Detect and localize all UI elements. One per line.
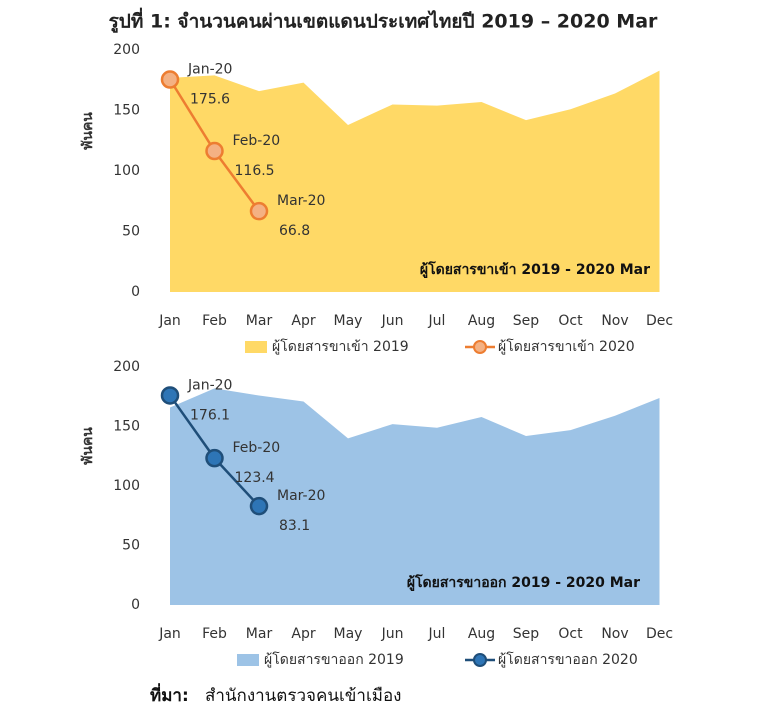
x-tick-label: Jun <box>381 313 404 329</box>
legend-label: ผู้โดยสารขาเข้า 2020 <box>498 338 635 355</box>
point-label: Mar-20 <box>277 193 325 209</box>
legend-marker <box>473 653 487 667</box>
y-tick-label: 200 <box>113 42 140 58</box>
x-tick-label: Feb <box>202 626 227 642</box>
x-tick-label: Aug <box>468 313 495 329</box>
point-label: Jan-20 <box>187 62 232 78</box>
y-tick-label: 200 <box>113 359 140 375</box>
data-label: 123.4 <box>235 470 275 486</box>
point-label: Jan-20 <box>187 377 232 393</box>
x-tick-label: Oct <box>558 626 583 642</box>
data-label: 176.1 <box>190 407 230 423</box>
x-tick-label: Nov <box>601 626 628 642</box>
y-axis-label: พันคน <box>80 112 96 150</box>
x-tick-label: Oct <box>558 313 583 329</box>
legend-swatch <box>237 654 259 666</box>
annotation: ผู้โดยสารขาออก 2019 - 2020 Mar <box>407 573 640 591</box>
x-tick-label: Mar <box>246 313 273 329</box>
data-label: 66.8 <box>279 223 310 239</box>
x-tick-label: Jun <box>381 626 404 642</box>
marker <box>160 386 180 405</box>
page-title: รูปที่ 1: จำนวนคนผ่านเขตแดนประเทศไทยปี 2… <box>109 8 658 34</box>
x-tick-label: Dec <box>646 626 673 642</box>
legend-label: ผู้โดยสารขาเข้า 2019 <box>272 338 409 355</box>
marker <box>205 141 224 161</box>
data-label: 175.6 <box>190 92 230 108</box>
source: สำนักงานตรวจคนเข้าเมือง <box>205 686 401 706</box>
x-tick-label: Aug <box>468 626 495 642</box>
y-tick-label: 150 <box>113 419 140 435</box>
y-tick-label: 50 <box>122 224 140 240</box>
y-tick-label: 150 <box>113 103 140 119</box>
data-label: 83.1 <box>279 518 310 534</box>
marker <box>160 70 180 89</box>
marker <box>249 496 269 516</box>
legend-label: ผู้โดยสารขาออก 2020 <box>498 651 638 668</box>
y-tick-label: 100 <box>113 478 140 494</box>
area <box>170 70 660 292</box>
x-tick-label: Jan <box>158 313 181 329</box>
x-tick-label: Apr <box>291 313 315 329</box>
x-tick-label: Jul <box>428 626 446 642</box>
legend-marker <box>473 340 487 354</box>
marker <box>205 448 224 468</box>
legend-label: ผู้โดยสารขาออก 2019 <box>264 651 404 668</box>
x-tick-label: Apr <box>291 626 315 642</box>
x-tick-label: Nov <box>601 313 628 329</box>
data-label: 116.5 <box>235 163 275 179</box>
point-label: Feb-20 <box>233 133 281 149</box>
y-tick-label: 50 <box>122 538 140 554</box>
point-label: Mar-20 <box>277 488 325 504</box>
point-label: Feb-20 <box>233 440 281 456</box>
x-tick-label: Feb <box>202 313 227 329</box>
x-tick-label: Jan <box>158 626 181 642</box>
annotation: ผู้โดยสารขาเข้า 2019 - 2020 Mar <box>420 260 650 278</box>
x-tick-label: Sep <box>513 313 540 329</box>
y-axis-label: พันคน <box>80 427 96 465</box>
y-tick-label: 100 <box>113 163 140 179</box>
x-tick-label: Sep <box>513 626 540 642</box>
x-tick-label: Mar <box>246 626 273 642</box>
x-tick-label: May <box>334 313 363 329</box>
marker <box>249 201 269 221</box>
legend-swatch <box>245 341 267 353</box>
area <box>170 388 660 605</box>
y-tick-label: 0 <box>131 597 140 613</box>
x-tick-label: Jul <box>428 313 446 329</box>
source-label: ที่มา: <box>150 683 189 706</box>
y-tick-label: 0 <box>131 284 140 300</box>
x-tick-label: Dec <box>646 313 673 329</box>
x-tick-label: May <box>334 626 363 642</box>
